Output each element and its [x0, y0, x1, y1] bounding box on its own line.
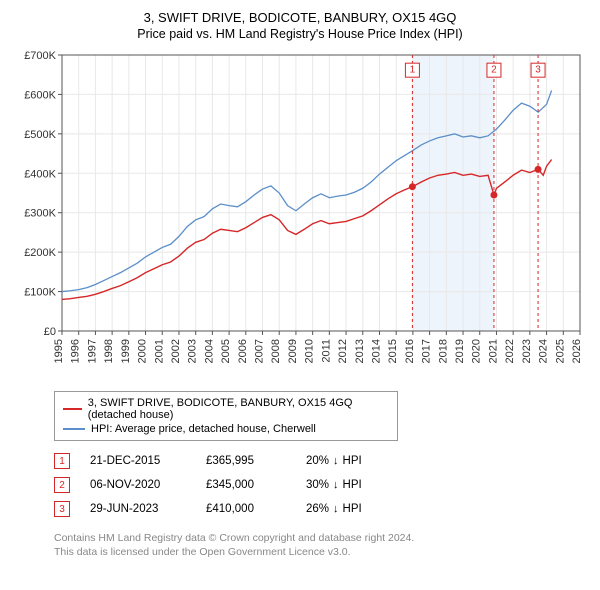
sale-date: 29-JUN-2023 — [90, 503, 186, 515]
footer-attribution: Contains HM Land Registry data © Crown c… — [54, 531, 590, 559]
sale-date: 21-DEC-2015 — [90, 455, 186, 467]
sale-row: 1 21-DEC-2015 £365,995 20%↓HPI — [54, 449, 590, 473]
legend-row: HPI: Average price, detached house, Cher… — [63, 422, 389, 436]
svg-text:2025: 2025 — [554, 339, 566, 363]
legend: 3, SWIFT DRIVE, BODICOTE, BANBURY, OX15 … — [54, 391, 398, 441]
svg-text:£400K: £400K — [24, 168, 56, 180]
legend-label: 3, SWIFT DRIVE, BODICOTE, BANBURY, OX15 … — [88, 397, 389, 421]
arrow-down-icon: ↓ — [333, 455, 339, 467]
svg-text:£100K: £100K — [24, 287, 56, 299]
sale-row: 3 29-JUN-2023 £410,000 26%↓HPI — [54, 497, 590, 521]
svg-text:1: 1 — [410, 65, 416, 76]
sale-price: £345,000 — [206, 479, 286, 491]
sale-badge: 3 — [54, 501, 70, 517]
chart-container: 3, SWIFT DRIVE, BODICOTE, BANBURY, OX15 … — [0, 0, 600, 567]
sale-diff: 26%↓HPI — [306, 503, 396, 515]
chart-title: 3, SWIFT DRIVE, BODICOTE, BANBURY, OX15 … — [10, 10, 590, 25]
sale-badge: 1 — [54, 453, 70, 469]
svg-text:2021: 2021 — [487, 339, 499, 363]
svg-text:2006: 2006 — [237, 339, 249, 363]
svg-text:£200K: £200K — [24, 247, 56, 259]
sales-table: 1 21-DEC-2015 £365,995 20%↓HPI 2 06-NOV-2020 £… — [54, 449, 590, 521]
svg-text:2008: 2008 — [270, 339, 282, 363]
svg-text:2022: 2022 — [504, 339, 516, 363]
svg-text:1999: 1999 — [120, 339, 132, 363]
svg-text:2023: 2023 — [521, 339, 533, 363]
svg-text:2026: 2026 — [571, 339, 583, 363]
svg-text:£0: £0 — [44, 326, 56, 338]
svg-text:2016: 2016 — [404, 339, 416, 363]
svg-text:2017: 2017 — [421, 339, 433, 363]
sale-price: £365,995 — [206, 455, 286, 467]
svg-text:2024: 2024 — [538, 339, 550, 363]
svg-text:2010: 2010 — [304, 339, 316, 363]
legend-swatch — [63, 428, 85, 430]
svg-text:2000: 2000 — [137, 339, 149, 363]
svg-text:2015: 2015 — [387, 339, 399, 363]
sale-row: 2 06-NOV-2020 £345,000 30%↓HPI — [54, 473, 590, 497]
svg-text:2002: 2002 — [170, 339, 182, 363]
svg-text:2007: 2007 — [254, 339, 266, 363]
legend-swatch — [63, 408, 82, 410]
legend-label: HPI: Average price, detached house, Cher… — [91, 423, 316, 435]
svg-text:2019: 2019 — [454, 339, 466, 363]
svg-text:2003: 2003 — [187, 339, 199, 363]
svg-text:2013: 2013 — [354, 339, 366, 363]
footer-line-1: Contains HM Land Registry data © Crown c… — [54, 531, 590, 545]
svg-text:2004: 2004 — [203, 339, 215, 363]
arrow-down-icon: ↓ — [333, 479, 339, 491]
sale-diff: 30%↓HPI — [306, 479, 396, 491]
svg-text:2009: 2009 — [287, 339, 299, 363]
svg-text:£500K: £500K — [24, 129, 56, 141]
line-chart-svg: £0 £100K £200K £300K £400K £500K £600K £700K 199… — [10, 49, 590, 379]
sale-date: 06-NOV-2020 — [90, 479, 186, 491]
arrow-down-icon: ↓ — [333, 503, 339, 515]
svg-text:2: 2 — [491, 65, 497, 76]
chart-subtitle: Price paid vs. HM Land Registry's House … — [10, 27, 590, 41]
legend-row: 3, SWIFT DRIVE, BODICOTE, BANBURY, OX15 … — [63, 396, 389, 422]
sale-diff: 20%↓HPI — [306, 455, 396, 467]
svg-text:1997: 1997 — [86, 339, 98, 363]
svg-text:£300K: £300K — [24, 208, 56, 220]
svg-text:2011: 2011 — [320, 339, 332, 363]
sale-badge: 2 — [54, 477, 70, 493]
svg-text:2005: 2005 — [220, 339, 232, 363]
svg-text:2014: 2014 — [370, 339, 382, 363]
svg-text:1998: 1998 — [103, 339, 115, 363]
svg-text:2020: 2020 — [471, 339, 483, 363]
footer-line-2: This data is licensed under the Open Gov… — [54, 545, 590, 559]
chart-area: £0 £100K £200K £300K £400K £500K £600K £700K 199… — [10, 49, 590, 379]
svg-text:£600K: £600K — [24, 89, 56, 101]
svg-text:2018: 2018 — [437, 339, 449, 363]
svg-text:3: 3 — [535, 65, 541, 76]
svg-text:1996: 1996 — [70, 339, 82, 363]
svg-text:2001: 2001 — [153, 339, 165, 363]
sale-price: £410,000 — [206, 503, 286, 515]
svg-text:1995: 1995 — [53, 339, 65, 363]
svg-text:2012: 2012 — [337, 339, 349, 363]
svg-text:£700K: £700K — [24, 50, 56, 62]
